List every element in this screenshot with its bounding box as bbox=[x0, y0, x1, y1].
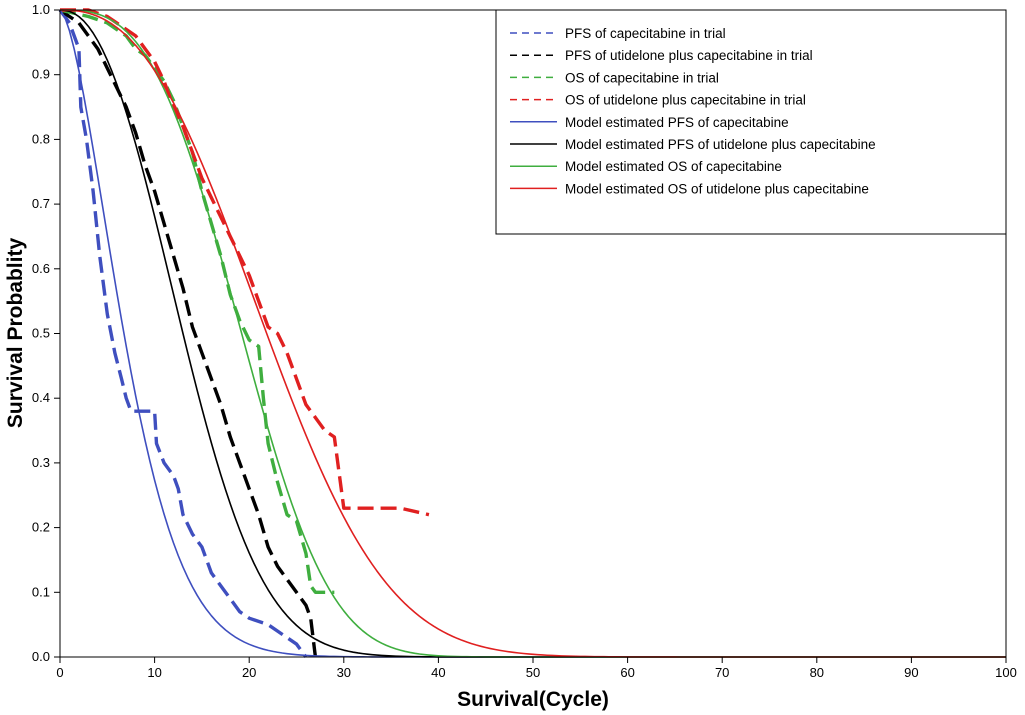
x-tick-label: 100 bbox=[995, 665, 1017, 680]
x-tick-label: 40 bbox=[431, 665, 445, 680]
legend-label-2: PFS of utidelone plus capecitabine in tr… bbox=[565, 48, 813, 63]
legend-label-5: Model estimated PFS of capecitabine bbox=[565, 115, 789, 130]
series-line-2 bbox=[59, 8, 318, 658]
series-line-1 bbox=[58, 8, 308, 659]
y-axis-ticks: 0.0 0.1 0.2 0.3 0.4 0.5 0.6 0.7 0.8 0.9 1.0 bbox=[32, 2, 60, 664]
y-tick-label: 1.0 bbox=[32, 2, 50, 17]
x-tick-label: 20 bbox=[242, 665, 256, 680]
y-tick-label: 0.3 bbox=[32, 455, 50, 470]
legend-box bbox=[495, 9, 1007, 235]
y-tick-label: 0.5 bbox=[32, 326, 50, 341]
y-tick-label: 0.2 bbox=[32, 520, 50, 535]
y-tick-label: 0.7 bbox=[32, 196, 50, 211]
x-tick-label: 90 bbox=[904, 665, 918, 680]
x-tick-label: 30 bbox=[337, 665, 351, 680]
y-tick-label: 0.6 bbox=[32, 261, 50, 276]
x-tick-label: 10 bbox=[147, 665, 161, 680]
y-tick-label: 0.0 bbox=[32, 649, 50, 664]
series-line-3 bbox=[59, 8, 335, 594]
x-tick-label: 60 bbox=[620, 665, 634, 680]
x-axis-title: Survival(Cycle) bbox=[457, 688, 609, 711]
y-tick-label: 0.8 bbox=[32, 131, 50, 146]
y-tick-label: 0.4 bbox=[32, 390, 50, 405]
legend-label-3: OS of capecitabine in trial bbox=[565, 70, 719, 85]
x-tick-label: 70 bbox=[715, 665, 729, 680]
legend-label-7: Model estimated OS of capecitabine bbox=[565, 159, 782, 174]
legend-label-6: Model estimated PFS of utidelone plus ca… bbox=[565, 137, 876, 152]
x-tick-label: 80 bbox=[810, 665, 824, 680]
y-axis-title: Survival Probablity bbox=[4, 238, 27, 429]
y-tick-label: 0.9 bbox=[32, 67, 50, 82]
legend-label-4: OS of utidelone plus capecitabine in tri… bbox=[565, 93, 806, 108]
x-tick-label: 0 bbox=[56, 665, 63, 680]
x-axis-ticks: 0 10 20 30 40 50 60 70 80 90 100 bbox=[56, 657, 1017, 680]
x-tick-label: 50 bbox=[526, 665, 540, 680]
legend-label-8: Model estimated OS of utidelone plus cap… bbox=[565, 181, 869, 196]
legend-label-1: PFS of capecitabine in trial bbox=[565, 26, 726, 41]
y-tick-label: 0.1 bbox=[32, 584, 50, 599]
legend: PFS of capecitabine in trial PFS of utide… bbox=[495, 9, 1007, 235]
